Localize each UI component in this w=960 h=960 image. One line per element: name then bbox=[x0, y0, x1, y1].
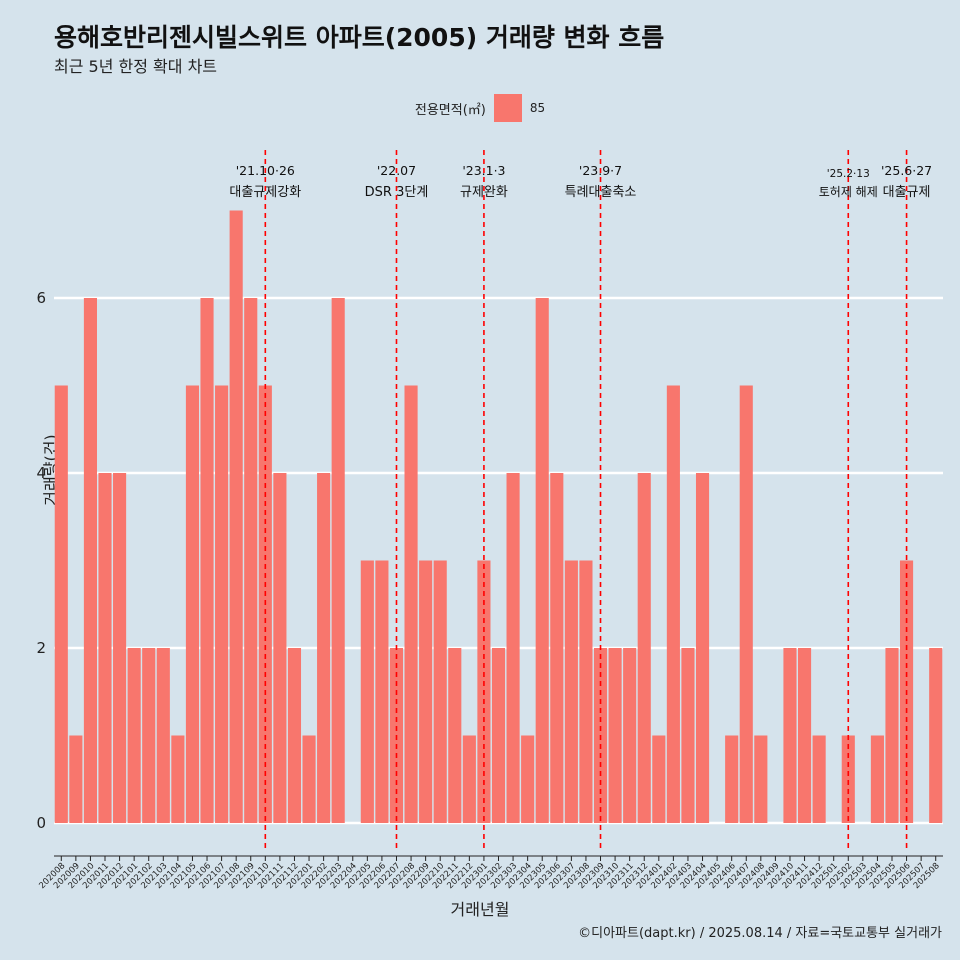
bar-202406 bbox=[725, 735, 739, 823]
bar-202407 bbox=[739, 385, 753, 823]
bar-202209 bbox=[419, 560, 433, 823]
bar-202208 bbox=[404, 385, 418, 823]
bar-202401 bbox=[652, 735, 666, 823]
bar-202205 bbox=[360, 560, 374, 823]
bar-202009 bbox=[69, 735, 83, 823]
y-tick-label: 6 bbox=[36, 289, 46, 307]
bar-202101 bbox=[127, 648, 141, 823]
event-date: '21.10·26 bbox=[236, 163, 295, 178]
bar-202203 bbox=[331, 298, 345, 823]
event-date: '22.07 bbox=[377, 163, 416, 178]
bar-202304 bbox=[521, 735, 535, 823]
event-label: 규제완화 bbox=[460, 185, 508, 200]
bar-202102 bbox=[142, 648, 156, 823]
bar-202403 bbox=[681, 648, 695, 823]
chart-subtitle: 최근 5년 한정 확대 차트 bbox=[54, 57, 218, 76]
event-label: 토허제 해제 bbox=[819, 185, 878, 199]
bar-202010 bbox=[83, 298, 97, 823]
legend-label-85: 85 bbox=[529, 101, 546, 115]
bar-202111 bbox=[273, 473, 287, 823]
bar-202211 bbox=[448, 648, 462, 823]
bar-202103 bbox=[156, 648, 170, 823]
bar-202108 bbox=[229, 210, 243, 823]
bar-202508 bbox=[929, 648, 943, 823]
event-date: '23.9·7 bbox=[579, 163, 622, 178]
event-date: '25.6·27 bbox=[881, 163, 932, 178]
bar-202307 bbox=[564, 560, 578, 823]
event-label: 특례대출축소 bbox=[565, 185, 637, 200]
bar-202201 bbox=[302, 735, 316, 823]
bar-202412 bbox=[812, 735, 826, 823]
bar-202502 bbox=[841, 735, 855, 823]
legend-title: 전용면적(㎡) bbox=[414, 102, 486, 118]
bar-202104 bbox=[171, 735, 185, 823]
event-date: '25.2·13 bbox=[827, 168, 870, 180]
bar-202012 bbox=[113, 473, 127, 823]
y-tick-label: 2 bbox=[36, 639, 46, 657]
y-tick-label: 4 bbox=[36, 464, 46, 482]
bar-202504 bbox=[870, 735, 884, 823]
legend: 전용면적(㎡) 85 bbox=[0, 94, 960, 122]
bar-202210 bbox=[433, 560, 447, 823]
bar-202112 bbox=[287, 648, 302, 823]
bar-202310 bbox=[608, 648, 622, 823]
bar-202308 bbox=[579, 560, 593, 823]
legend-key-85 bbox=[493, 94, 522, 122]
source-caption: ©디아파트(dapt.kr) / 2025.08.14 / 자료=국토교통부 실… bbox=[578, 926, 942, 941]
event-label: 대출규제강화 bbox=[229, 185, 301, 200]
bar-202107 bbox=[215, 385, 229, 823]
bar-202411 bbox=[797, 648, 812, 823]
bar-202312 bbox=[637, 473, 651, 823]
bar-202408 bbox=[754, 735, 768, 823]
bar-202302 bbox=[491, 648, 506, 823]
y-tick-label: 0 bbox=[36, 814, 46, 832]
event-label: DSR 3단계 bbox=[365, 185, 429, 200]
bar-202311 bbox=[623, 648, 637, 823]
bar-202305 bbox=[535, 298, 549, 823]
bar-202105 bbox=[185, 385, 200, 823]
bar-202011 bbox=[98, 473, 112, 823]
bar-202303 bbox=[506, 473, 520, 823]
bar-202505 bbox=[885, 648, 899, 823]
bar-202306 bbox=[550, 473, 564, 823]
bar-202404 bbox=[695, 473, 710, 823]
x-axis-label: 거래년월 bbox=[450, 900, 510, 919]
bar-202202 bbox=[317, 473, 331, 823]
bar-202410 bbox=[783, 648, 797, 823]
event-date: '23.1·3 bbox=[462, 163, 505, 178]
chart-title: 용해호반리젠시빌스위트 아파트(2005) 거래량 변화 흐름 bbox=[54, 23, 665, 52]
bar-202109 bbox=[244, 298, 258, 823]
event-label: 대출규제 bbox=[883, 185, 931, 200]
bar-202402 bbox=[666, 385, 680, 823]
bar-202008 bbox=[54, 385, 68, 823]
bar-202106 bbox=[200, 298, 214, 823]
bar-202212 bbox=[462, 735, 476, 823]
bar-202206 bbox=[375, 560, 389, 823]
